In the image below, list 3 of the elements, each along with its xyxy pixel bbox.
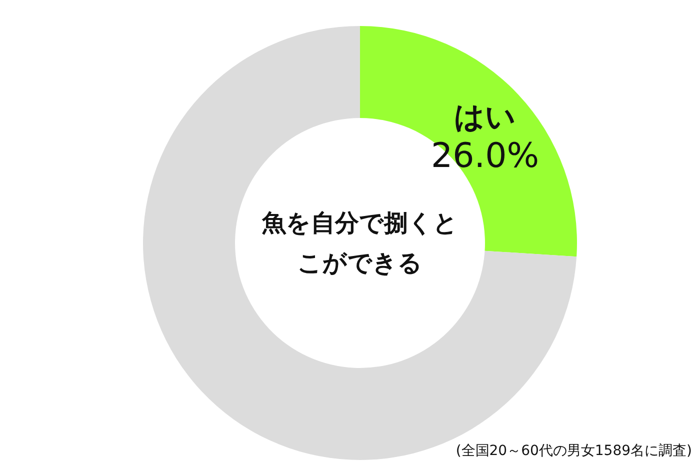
text: 魚を自分で捌くとこができる — [261, 208, 459, 279]
slice-label: はい — [454, 100, 516, 136]
text: (全国20～60代の男女1589名に調査) — [456, 442, 692, 460]
